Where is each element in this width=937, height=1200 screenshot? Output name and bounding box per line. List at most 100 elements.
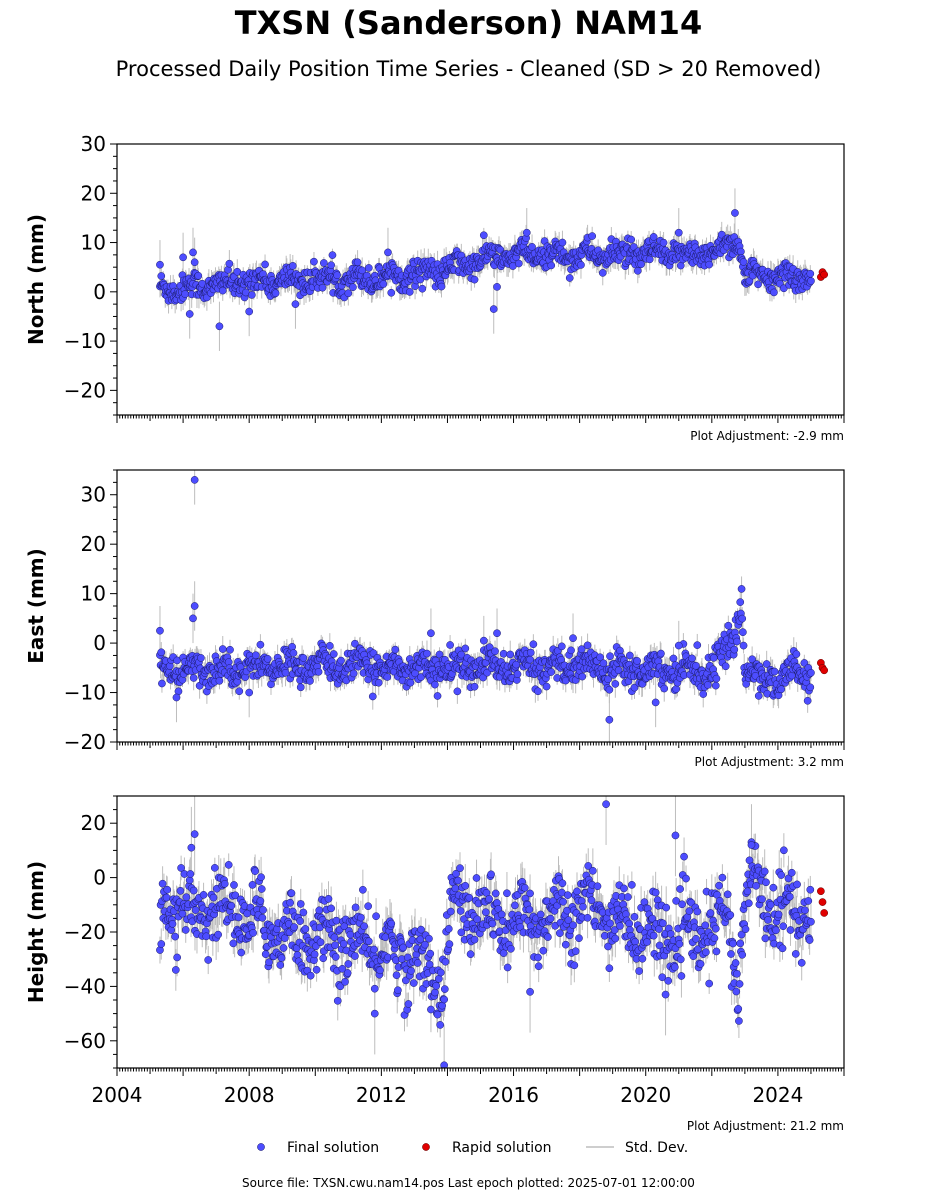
final-point-outlier	[493, 629, 501, 638]
final-point	[529, 640, 538, 649]
final-point	[614, 666, 623, 675]
final-point	[605, 685, 614, 694]
final-point-outlier	[384, 248, 392, 257]
y-axis-label: East (mm)	[24, 548, 48, 664]
axes-frame	[116, 469, 845, 743]
final-point	[271, 289, 280, 298]
final-point	[263, 654, 272, 663]
plot-adjustment-note: Plot Adjustment: 3.2 mm	[695, 755, 844, 769]
final-point	[247, 291, 256, 299]
final-point	[215, 676, 224, 685]
final-point	[547, 668, 556, 676]
final-point	[506, 650, 515, 659]
y-tick-label: 20	[81, 181, 106, 205]
final-point	[344, 289, 353, 298]
final-point	[218, 286, 227, 295]
final-point	[461, 644, 470, 653]
final-point	[567, 646, 575, 655]
final-point	[417, 673, 425, 681]
y-tick-label: 0	[93, 631, 106, 655]
final-point	[368, 692, 377, 701]
final-point-outlier	[190, 258, 199, 267]
final-point-outlier	[674, 228, 683, 237]
final-point-outlier	[179, 253, 187, 262]
final-point	[299, 654, 308, 662]
final-point	[383, 673, 392, 681]
final-point	[738, 614, 747, 623]
final-point	[433, 692, 442, 700]
final-point	[627, 235, 636, 244]
final-point-outlier	[427, 629, 435, 638]
final-point	[218, 645, 227, 653]
final-point	[251, 651, 260, 660]
final-point	[649, 233, 658, 241]
final-point	[692, 662, 700, 670]
final-solution-points	[156, 476, 829, 724]
final-point	[542, 682, 551, 691]
final-point	[657, 649, 665, 658]
final-point	[637, 260, 645, 269]
final-point-outlier	[245, 688, 254, 697]
final-point	[748, 655, 756, 664]
final-point-outlier	[291, 300, 300, 308]
final-point	[349, 669, 358, 678]
final-point	[770, 288, 778, 297]
final-point	[806, 683, 815, 692]
final-point	[512, 660, 521, 669]
final-point	[645, 255, 654, 264]
chart-subtitle: Processed Daily Position Time Series - C…	[115, 57, 822, 81]
y-tick-label: −10	[64, 329, 106, 353]
final-point	[660, 684, 669, 693]
final-point	[197, 654, 205, 662]
final-point-outlier	[190, 476, 199, 484]
final-point	[358, 266, 367, 275]
final-point	[457, 650, 466, 659]
final-point-outlier	[493, 283, 501, 291]
final-point	[672, 685, 680, 693]
panel-1: −20 −10 0 10 20 30 East (mm) Plot Adjustment: 3…	[24, 469, 845, 769]
plot-area	[156, 796, 829, 1068]
final-point	[310, 257, 318, 266]
final-point-outlier	[674, 641, 683, 650]
final-point	[807, 277, 815, 285]
final-point	[806, 269, 815, 278]
final-point	[807, 668, 815, 677]
final-point	[557, 642, 566, 651]
final-point	[281, 668, 290, 677]
final-point	[577, 645, 586, 654]
final-point	[418, 284, 427, 293]
final-point	[626, 651, 634, 660]
final-point	[483, 668, 491, 677]
plot-area	[156, 470, 829, 742]
final-point	[423, 649, 431, 658]
final-solution-points	[156, 209, 829, 331]
final-point	[730, 645, 739, 654]
final-point	[754, 280, 762, 289]
final-point	[711, 681, 720, 690]
final-point-outlier	[156, 626, 164, 635]
final-point	[387, 288, 396, 297]
final-point	[325, 641, 334, 650]
plot-area	[156, 188, 829, 351]
final-point	[374, 678, 383, 687]
final-point-outlier	[479, 636, 488, 645]
final-point-outlier	[605, 715, 614, 724]
final-point	[406, 678, 415, 687]
final-point	[328, 251, 337, 259]
y-tick-label: 10	[81, 231, 106, 255]
final-point	[157, 648, 166, 657]
final-point	[157, 272, 166, 280]
final-point	[329, 650, 338, 658]
final-point	[327, 261, 335, 270]
chart-title: TXSN (Sanderson) NAM14	[234, 4, 703, 42]
final-point	[599, 659, 608, 668]
final-point	[513, 670, 522, 679]
plot-adjustment-note: Plot Adjustment: -2.9 mm	[690, 429, 844, 443]
final-point	[528, 243, 536, 251]
final-point	[577, 261, 585, 269]
final-point	[705, 260, 714, 269]
final-point	[526, 648, 535, 657]
final-point-outlier	[489, 305, 498, 313]
